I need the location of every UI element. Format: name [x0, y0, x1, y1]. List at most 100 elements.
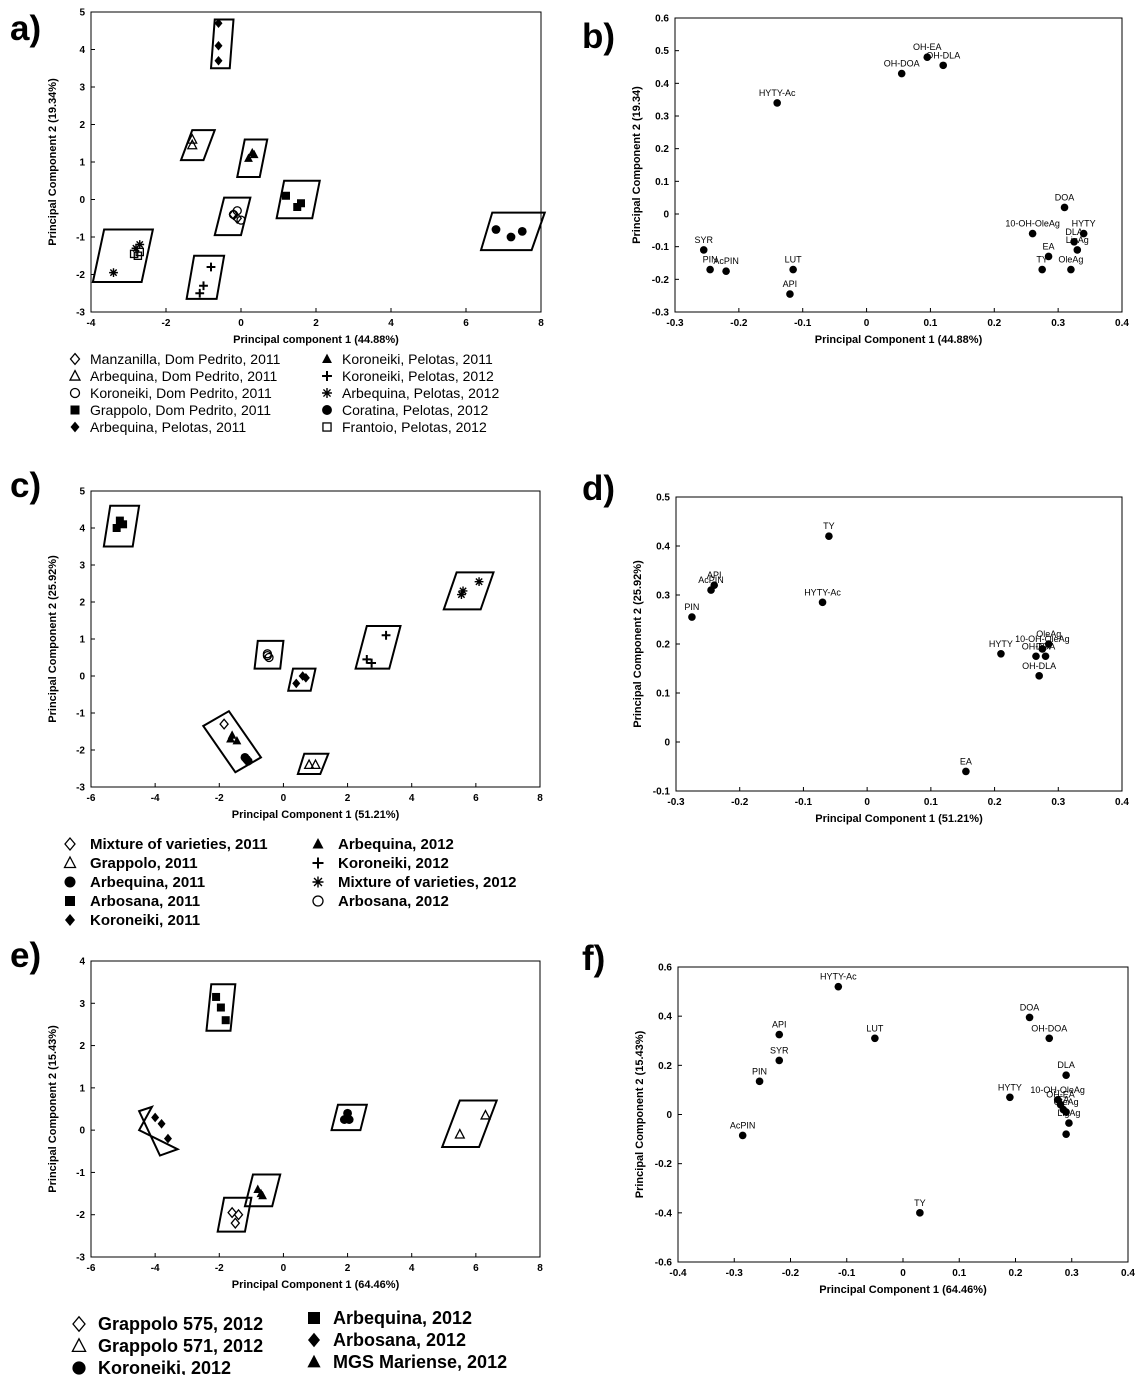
- loading-point-label: OH-DOA: [884, 59, 920, 69]
- data-point-asterisk: [457, 590, 466, 599]
- data-point-plus: [199, 281, 208, 291]
- loading-point-label: PIN: [703, 255, 718, 265]
- data-point-plus: [362, 654, 372, 664]
- loading-point-label: HYTY: [989, 639, 1013, 649]
- x-tick-label: 0: [864, 797, 870, 808]
- data-point-triangle: [249, 149, 259, 159]
- loading-point-label: OH-DOA: [1031, 1023, 1067, 1033]
- cluster-box: [179, 129, 217, 162]
- loading-point-label: PIN: [752, 1066, 767, 1076]
- x-tick-label: 2: [345, 793, 351, 804]
- plot-frame: [90, 960, 541, 1258]
- y-tick-label: 1: [79, 635, 85, 646]
- data-point-triangle-open: [303, 758, 315, 770]
- loading-point-label: EA: [960, 756, 972, 766]
- legend-marker: [322, 422, 332, 432]
- x-tick-label: 6: [473, 793, 479, 804]
- x-tick-label: -4: [87, 318, 96, 329]
- loading-point-label: TY: [1036, 255, 1048, 265]
- y-tick-label: 4: [79, 957, 85, 968]
- x-tick-label: 8: [538, 318, 544, 329]
- legend-marker: [308, 1332, 320, 1348]
- loading-point: [722, 267, 730, 275]
- legend-marker: [64, 876, 76, 888]
- legend-label: Koroneiki, 2012: [98, 1358, 231, 1375]
- loading-point-label: HYTY: [1072, 219, 1096, 229]
- x-tick-label: -0.3: [666, 318, 684, 329]
- y-axis-label: Principal Component 2 (25.92%): [632, 560, 644, 728]
- legend-marker: [69, 387, 81, 399]
- loading-point-label: OH-EA: [913, 42, 942, 52]
- loading-point-label: HYTY-Ac: [804, 587, 841, 597]
- data-point-square: [212, 992, 221, 1001]
- loading-point: [871, 1034, 879, 1043]
- y-tick-label: 5: [79, 8, 85, 19]
- y-tick-label: 0.2: [658, 1061, 672, 1072]
- y-tick-label: 2: [79, 120, 85, 131]
- x-axis-label: Principal component 1 (44.88%): [233, 334, 399, 346]
- panel-a: a) -4 -2 0 2 4 6 8 -3 -2 -1 0 1 2 3 4 5 Principal compone…: [10, 8, 547, 435]
- data-point-diamond-open: [230, 1217, 241, 1229]
- data-point-diamond-open: [227, 1206, 237, 1219]
- loading-point-label: HYTY-Ac: [759, 88, 796, 98]
- legend-label: Grappolo 571, 2012: [98, 1336, 263, 1356]
- loading-point: [1070, 237, 1078, 246]
- legend-marker: [312, 838, 324, 849]
- y-tick-label: 3: [79, 999, 85, 1010]
- y-tick-label: 0: [79, 672, 85, 683]
- loading-point: [789, 265, 797, 274]
- loading-point: [897, 69, 906, 78]
- legend-label: Arbequina, 2011: [90, 874, 205, 891]
- x-tick-label: 0.4: [1121, 1268, 1135, 1279]
- y-tick-label: 0: [79, 195, 85, 206]
- loading-point: [1059, 1105, 1068, 1114]
- x-tick-label: 0: [281, 793, 287, 804]
- loading-point: [1044, 640, 1053, 648]
- cluster-box: [213, 196, 252, 237]
- x-tick-label: -0.2: [731, 797, 749, 808]
- loading-point-label: OH-DLA: [1022, 661, 1056, 671]
- loading-point: [1044, 252, 1053, 261]
- loading-point: [1045, 1034, 1054, 1043]
- data-point-plus: [381, 630, 391, 640]
- loading-point: [1038, 645, 1047, 653]
- x-tick-label: 0: [281, 1263, 287, 1274]
- y-tick-label: 0: [79, 1126, 85, 1137]
- panel-e: e) -6 -4 -2 0 2 4 6 8 -3 -2 -1 0 1 2 3 4 Principal Compon…: [10, 936, 543, 1375]
- loading-point: [738, 1131, 747, 1140]
- x-tick-label: 4: [388, 318, 394, 329]
- x-tick-label: 0.1: [924, 797, 938, 808]
- legend-label: Mixture of varieties, 2011: [90, 836, 268, 853]
- loading-point-label: DOA: [1036, 641, 1056, 651]
- loading-point-label: LigAg: [1057, 1108, 1080, 1118]
- data-point-triangle: [226, 734, 235, 743]
- y-tick-label: 3: [79, 83, 85, 94]
- legend-label: Coratina, Pelotas, 2012: [342, 402, 489, 418]
- y-tick-label: 0: [663, 210, 669, 221]
- data-point-circle: [339, 1115, 349, 1124]
- loading-point-label: HYTY-Ac: [820, 972, 857, 982]
- y-tick-label: 0.5: [656, 493, 670, 504]
- y-tick-label: 0.4: [656, 542, 670, 553]
- data-point-diamond: [301, 673, 310, 683]
- loading-point-label: SYR: [770, 1045, 789, 1055]
- y-tick-label: -2: [76, 270, 85, 281]
- loading-point-label: OleAg: [1036, 629, 1061, 639]
- y-tick-label: 2: [79, 1041, 85, 1052]
- loading-point-label: PIN: [684, 602, 699, 612]
- loading-point-label: OH-DLA: [926, 50, 960, 60]
- legend-marker: [307, 1354, 321, 1368]
- loading-point: [786, 290, 794, 298]
- x-tick-label: 2: [313, 318, 319, 329]
- legend-marker: [68, 369, 82, 381]
- y-tick-label: -2: [76, 1210, 85, 1221]
- data-point-diamond-open: [233, 1208, 244, 1221]
- data-point-square: [119, 520, 128, 529]
- data-point-circle: [517, 226, 527, 236]
- plot-frame: [674, 17, 1123, 313]
- loading-point: [1062, 1071, 1070, 1079]
- legend-marker: [322, 388, 332, 398]
- x-tick-label: 0.2: [1009, 1268, 1023, 1279]
- x-tick-label: -0.1: [795, 797, 813, 808]
- y-tick-label: 0.4: [655, 79, 669, 90]
